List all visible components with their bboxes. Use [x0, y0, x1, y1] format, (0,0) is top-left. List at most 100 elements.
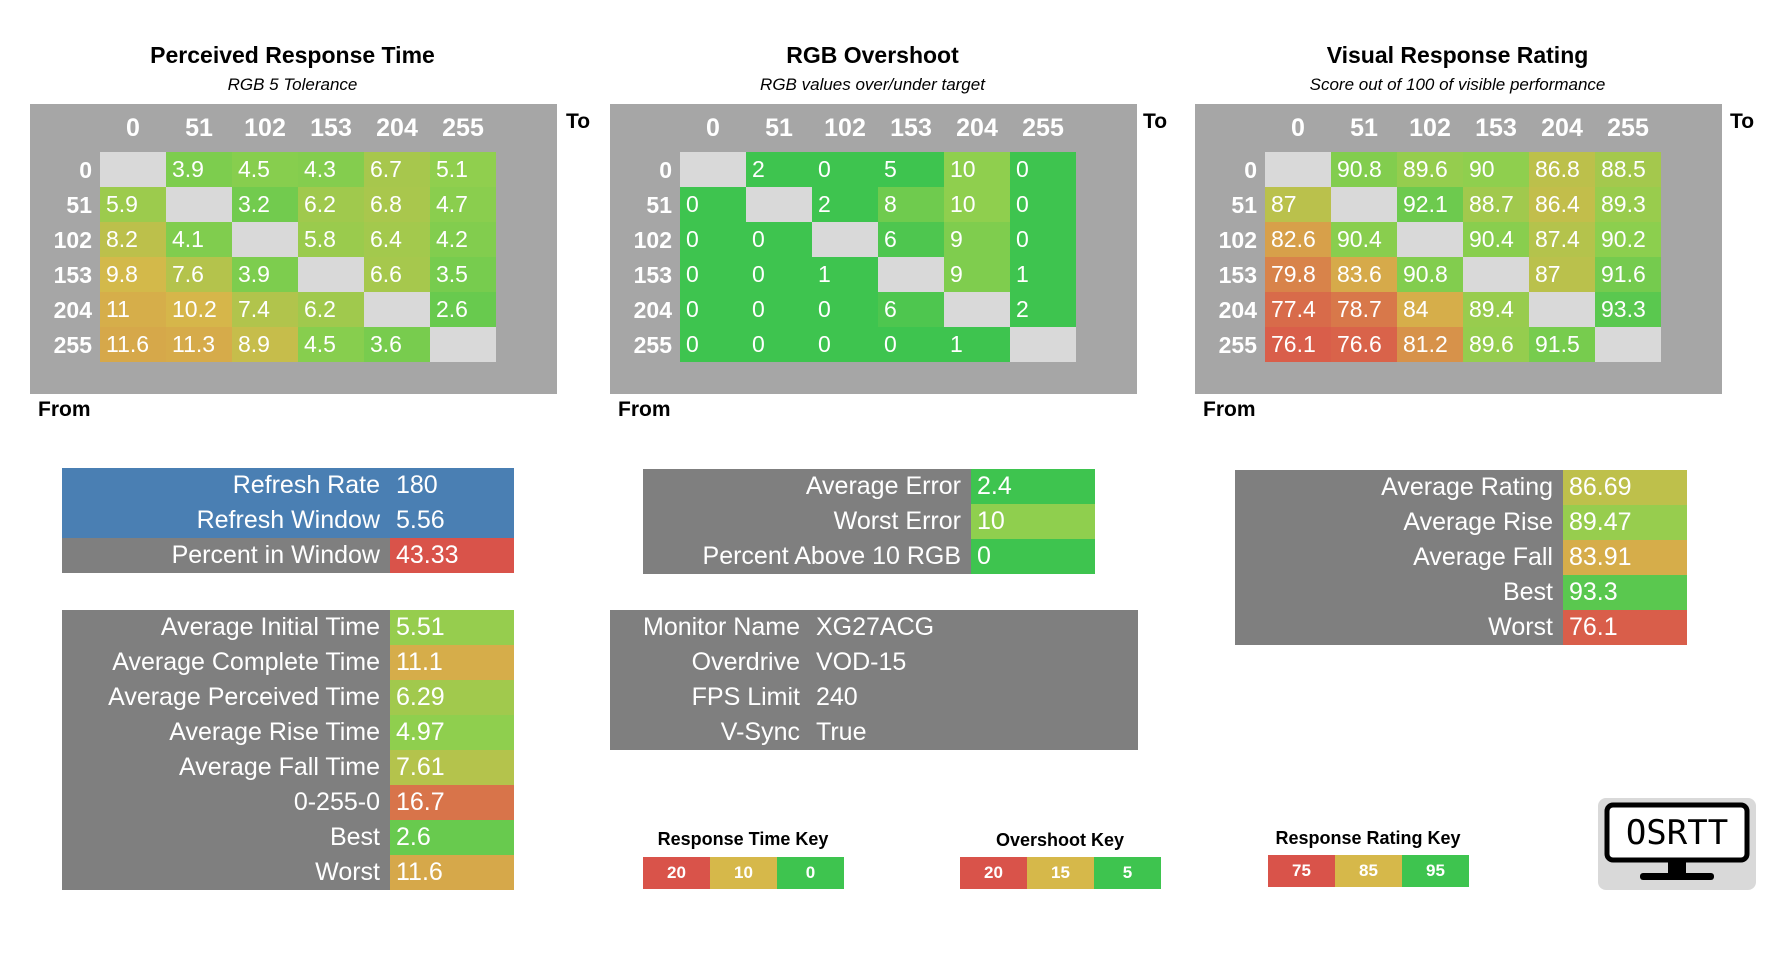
stat-row: Percent Above 10 RGB 0: [643, 539, 1095, 574]
diagonal-cell: [430, 327, 496, 362]
stat-value: VOD-15: [816, 648, 907, 676]
stat-label: Average Rise Time: [169, 718, 380, 746]
heatmap-cell: 3.5: [430, 257, 496, 292]
heatmap-cell: 90.4: [1463, 222, 1529, 257]
heatmap-cell: 88.5: [1595, 152, 1661, 187]
row-header: 204: [53, 297, 92, 323]
heatmap-cell: 5: [878, 152, 944, 187]
stat-row: Best 2.6: [62, 820, 514, 855]
response-time-key-title: Response Time Key: [657, 829, 829, 849]
stat-label: Percent in Window: [171, 541, 380, 569]
heatmap-cell: 11.3: [166, 327, 232, 362]
stat-value: 240: [816, 683, 858, 711]
stat-value: 76.1: [1563, 610, 1687, 645]
row-header: 255: [53, 332, 92, 358]
stat-label: Worst Error: [833, 507, 961, 535]
stat-label: FPS Limit: [691, 683, 800, 711]
heatmap-cell: 7.6: [166, 257, 232, 292]
diagonal-cell: [1595, 327, 1661, 362]
rating-stats-panel: Average Rating 86.69 Average Rise 89.47 Aver…: [1235, 470, 1687, 645]
stat-row: Average Rise 89.47: [1235, 505, 1687, 540]
stat-row: Average Rise Time 4.97: [62, 715, 514, 750]
row-header: 153: [633, 262, 672, 288]
row-header: 102: [633, 227, 672, 253]
diagonal-cell: [298, 257, 364, 292]
diagonal-cell: [1463, 257, 1529, 292]
stat-row: Average Rating 86.69: [1235, 470, 1687, 505]
diagonal-cell: [100, 152, 166, 187]
stat-value: 0: [971, 539, 1095, 574]
stat-row: Average Fall Time 7.61: [62, 750, 514, 785]
stat-row: Average Fall 83.91: [1235, 540, 1687, 575]
heatmap-cell: 89.4: [1463, 292, 1529, 327]
column-header: 204: [376, 114, 418, 142]
stat-row: Average Initial Time 5.51: [62, 610, 514, 645]
overshoot-error-panel: Average Error 2.4 Worst Error 10 Percent Abo…: [643, 469, 1095, 574]
key-swatch: 10: [710, 857, 777, 889]
row-header: 51: [646, 192, 672, 218]
stat-label: Monitor Name: [643, 613, 800, 641]
stat-label: Overdrive: [691, 648, 800, 676]
column-header: 255: [442, 114, 484, 142]
perceived-response-title: Perceived Response Time: [150, 42, 435, 68]
row-header: 255: [633, 332, 672, 358]
diagonal-cell: [1397, 222, 1463, 257]
stat-value: 5.51: [390, 610, 514, 645]
heatmap-cell: 1: [812, 257, 878, 292]
diagonal-cell: [878, 257, 944, 292]
heatmap-cell: 86.8: [1529, 152, 1595, 187]
to-label: To: [566, 110, 591, 133]
key-swatch: 15: [1027, 857, 1094, 889]
stat-row: Overdrive VOD-15: [610, 645, 1138, 680]
heatmap-cell: 0: [680, 292, 746, 327]
key-swatch: 20: [960, 857, 1027, 889]
heatmap-cell: 6.6: [364, 257, 430, 292]
heatmap-cell: 1: [1010, 257, 1076, 292]
heatmap-cell: 4.2: [430, 222, 496, 257]
stat-label: Average Rating: [1381, 473, 1553, 501]
key-swatch: 95: [1402, 855, 1469, 887]
stat-value: 83.91: [1563, 540, 1687, 575]
heatmap-cell: 87.4: [1529, 222, 1595, 257]
from-label: From: [618, 398, 671, 421]
heatmap-cell: 10: [944, 187, 1010, 222]
diagonal-cell: [680, 152, 746, 187]
heatmap-cell: 8: [878, 187, 944, 222]
heatmap-cell: 8.2: [100, 222, 166, 257]
heatmap-cell: 6.7: [364, 152, 430, 187]
key-swatch: 85: [1335, 855, 1402, 887]
stat-value: True: [816, 718, 867, 746]
column-header: 102: [824, 114, 866, 142]
row-header: 204: [633, 297, 672, 323]
heatmap-cell: 77.4: [1265, 292, 1331, 327]
heatmap-cell: 5.1: [430, 152, 496, 187]
overshoot-key: 20 15 5: [960, 857, 1162, 889]
stat-row: Average Complete Time 11.1: [62, 645, 514, 680]
stat-row: Worst 76.1: [1235, 610, 1687, 645]
stat-value: 5.56: [396, 506, 445, 534]
heatmap-cell: 82.6: [1265, 222, 1331, 257]
stat-row: Worst Error 10: [643, 504, 1095, 539]
stat-row: Refresh Rate 180: [62, 468, 514, 503]
key-swatch: 20: [643, 857, 710, 889]
heatmap-cell: 0: [680, 222, 746, 257]
heatmap-cell: 0: [680, 187, 746, 222]
stat-label: Worst: [315, 858, 380, 886]
row-header: 153: [1218, 262, 1257, 288]
heatmap-cell: 1: [944, 327, 1010, 362]
heatmap-cell: 2.6: [430, 292, 496, 327]
stat-label: Best: [1502, 578, 1553, 606]
heatmap-cell: 4.5: [298, 327, 364, 362]
heatmap-cell: 4.5: [232, 152, 298, 187]
heatmap-cell: 0: [812, 152, 878, 187]
heatmap-cell: 3.9: [166, 152, 232, 187]
stat-label: Average Fall Time: [178, 753, 380, 781]
stat-value: 4.97: [390, 715, 514, 750]
row-header: 255: [1218, 332, 1257, 358]
stat-row: Average Error 2.4: [643, 469, 1095, 504]
heatmap-cell: 6: [878, 292, 944, 327]
stat-label: Average Initial Time: [160, 613, 380, 641]
column-header: 204: [1541, 114, 1583, 142]
diagonal-cell: [1265, 152, 1331, 187]
logo-text: OSRTT: [1626, 813, 1728, 853]
